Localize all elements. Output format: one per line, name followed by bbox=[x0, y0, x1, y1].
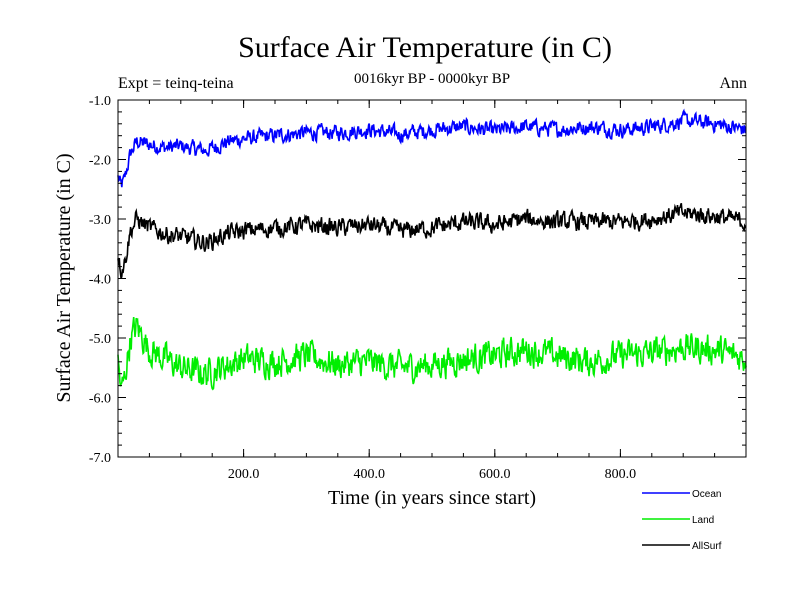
chart-subtitle: 0016kyr BP - 0000kyr BP bbox=[354, 71, 510, 87]
y-tick-label: -6.0 bbox=[89, 392, 111, 407]
series-lines bbox=[117, 108, 747, 391]
y-tick-label: -1.0 bbox=[89, 94, 111, 109]
x-axis-label: Time (in years since start) bbox=[328, 487, 536, 509]
y-axis: -1.0 -2.0 -3.0 -4.0 -5.0 -6.0 -7.0 bbox=[89, 94, 746, 466]
x-tick-label: 600.0 bbox=[479, 467, 511, 482]
legend-label: AllSurf bbox=[692, 541, 722, 552]
plot-frame bbox=[117, 99, 747, 458]
y-tick-label: -3.0 bbox=[89, 213, 111, 228]
x-tick-label: 800.0 bbox=[605, 467, 637, 482]
period-label: Ann bbox=[719, 75, 747, 92]
y-tick-label: -4.0 bbox=[89, 273, 111, 288]
y-tick-label: -5.0 bbox=[89, 332, 111, 347]
series-line-land bbox=[117, 317, 747, 391]
legend-label: Land bbox=[692, 515, 714, 526]
y-axis-label: Surface Air Temperature (in C) bbox=[53, 153, 75, 402]
chart-title: Surface Air Temperature (in C) bbox=[238, 31, 612, 64]
y-tick-label: -7.0 bbox=[89, 451, 111, 466]
x-tick-label: 400.0 bbox=[353, 467, 385, 482]
y-tick-label: -2.0 bbox=[89, 154, 111, 169]
x-tick-label: 200.0 bbox=[228, 467, 260, 482]
expt-label: Expt = teinq-teina bbox=[118, 75, 234, 92]
x-axis: 200.0 400.0 600.0 800.0 bbox=[148, 100, 716, 482]
legend-label: Ocean bbox=[692, 489, 721, 500]
series-line-ocean bbox=[117, 108, 747, 188]
series-line-allsurf bbox=[117, 202, 747, 279]
legend: Ocean Land AllSurf bbox=[642, 489, 722, 552]
